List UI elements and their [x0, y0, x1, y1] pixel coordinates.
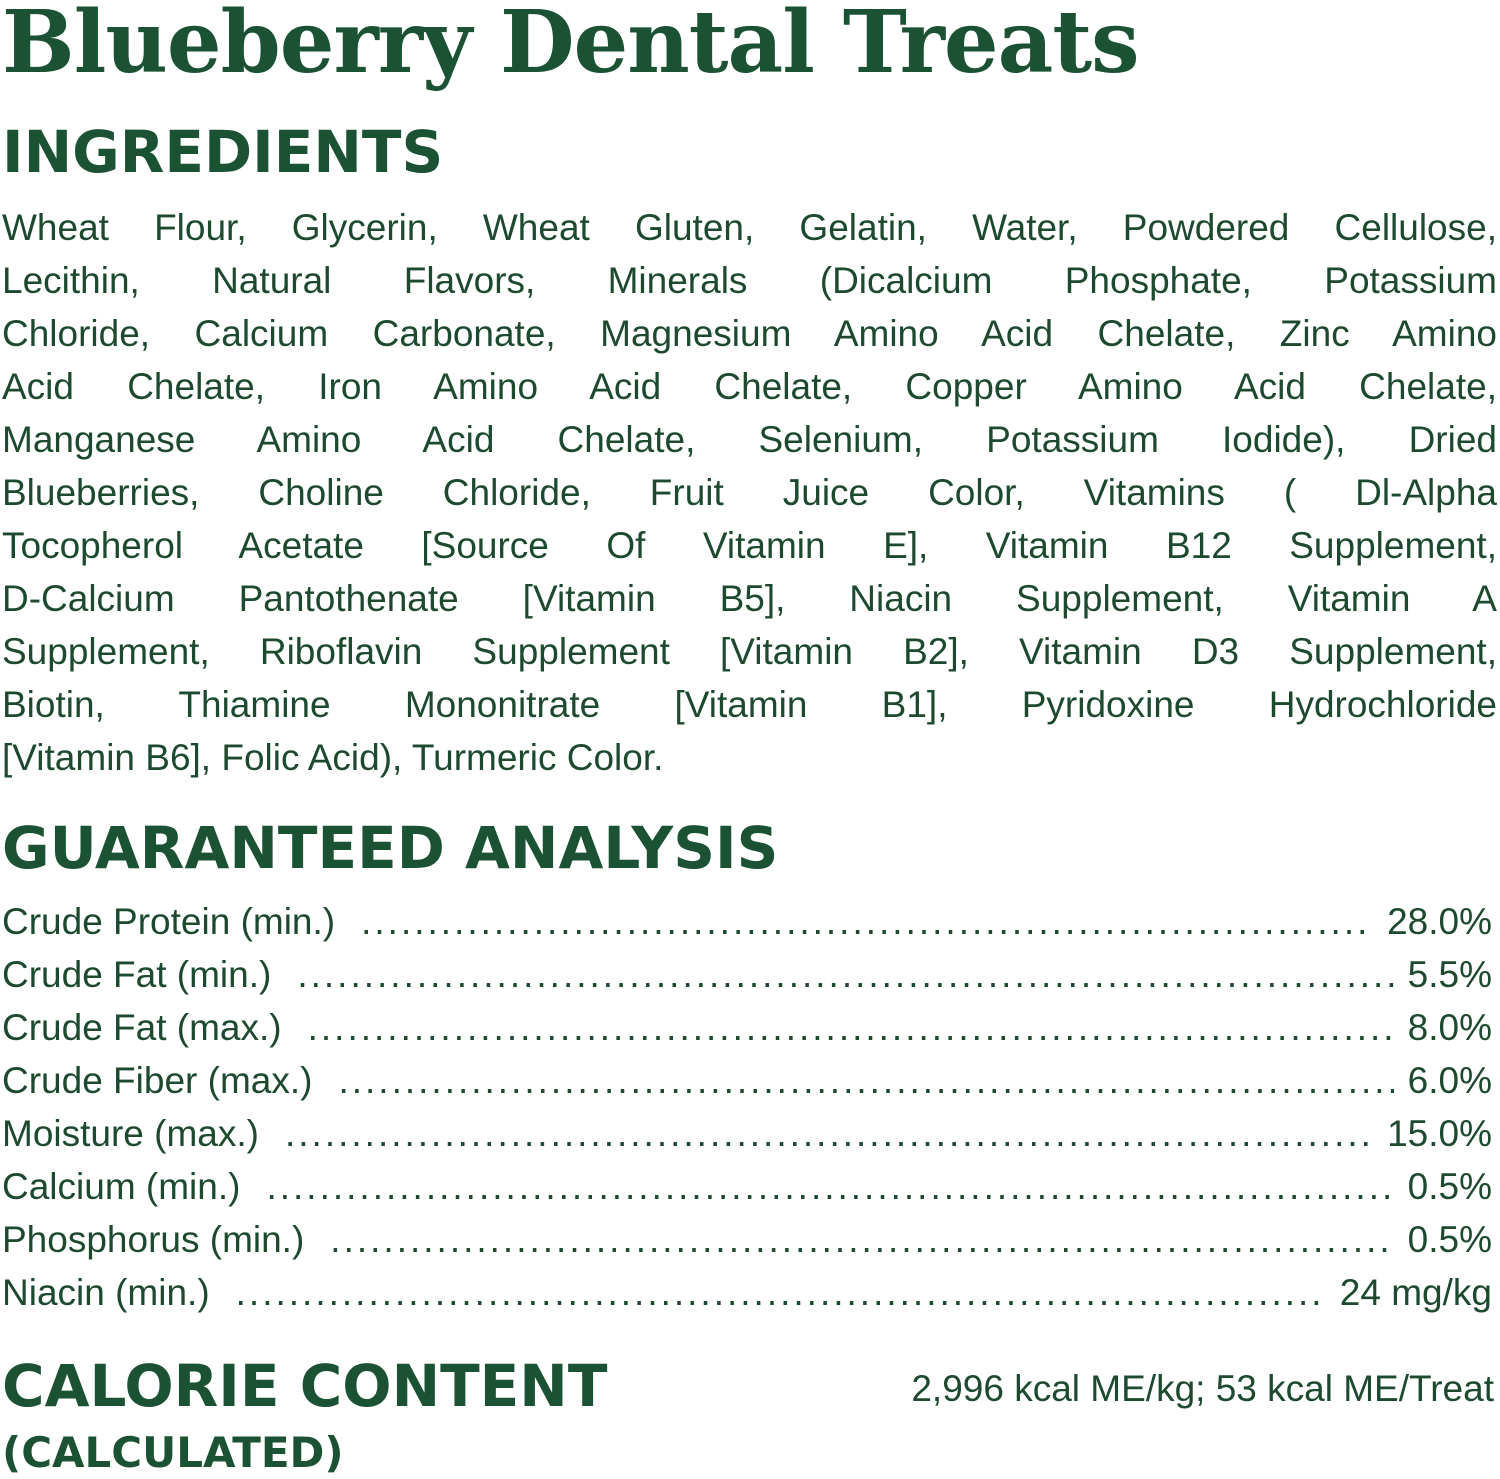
- analysis-row: Crude Fat (max.) 8.0%: [2, 1004, 1492, 1057]
- ingredients-line: [Vitamin B6], Folic Acid), Turmeric Colo…: [2, 737, 664, 778]
- analysis-value: 15.0%: [1387, 1113, 1492, 1154]
- analysis-label: Moisture (max.): [2, 1113, 259, 1154]
- analysis-value: 28.0%: [1387, 901, 1492, 942]
- dot-leader: [308, 1004, 1394, 1052]
- ingredients-line: Chloride, Calcium Carbonate, Magnesium A…: [2, 313, 1497, 354]
- analysis-row: Crude Protein (min.) 28.0%: [2, 898, 1492, 951]
- analysis-value: 0.5%: [1407, 1166, 1492, 1207]
- ingredients-text: Wheat Flour, Glycerin, Wheat Gluten, Gel…: [2, 204, 1497, 787]
- analysis-row: Crude Fiber (max.) 6.0%: [2, 1057, 1492, 1110]
- analysis-row: Crude Fat (min.) 5.5%: [2, 951, 1492, 1004]
- dot-leader: [266, 1163, 1393, 1211]
- analysis-label: Niacin (min.): [2, 1272, 210, 1313]
- calorie-content-value: 2,996 kcal ME/kg; 53 kcal ME/Treat: [911, 1368, 1494, 1409]
- analysis-row: Calcium (min.) 0.5%: [2, 1163, 1492, 1216]
- analysis-value: 0.5%: [1407, 1219, 1492, 1260]
- analysis-value: 6.0%: [1407, 1060, 1492, 1101]
- analysis-value: 5.5%: [1407, 954, 1492, 995]
- analysis-row: Niacin (min.) 24 mg/kg: [2, 1269, 1492, 1322]
- analysis-row: Phosphorus (min.) 0.5%: [2, 1216, 1492, 1269]
- calorie-content-heading: CALORIE CONTENT: [2, 1352, 608, 1420]
- analysis-row: Moisture (max.) 15.0%: [2, 1110, 1492, 1163]
- analysis-label: Crude Fat (max.): [2, 1007, 282, 1048]
- dot-leader: [338, 1057, 1393, 1105]
- product-title: Blueberry Dental Treats: [2, 0, 1139, 93]
- dot-leader: [361, 898, 1373, 946]
- guaranteed-analysis-table: Crude Protein (min.) 28.0% Crude Fat (min…: [2, 898, 1492, 1322]
- analysis-label: Crude Protein (min.): [2, 901, 336, 942]
- ingredients-line: Blueberries, Choline Chloride, Fruit Jui…: [2, 472, 1497, 513]
- ingredients-line: Tocopherol Acetate [Source Of Vitamin E]…: [2, 525, 1497, 566]
- analysis-value: 8.0%: [1407, 1007, 1492, 1048]
- dot-leader: [330, 1216, 1393, 1264]
- dot-leader: [297, 951, 1393, 999]
- ingredients-line: Wheat Flour, Glycerin, Wheat Gluten, Gel…: [2, 207, 1497, 248]
- calorie-calculated-subheading: (CALCULATED): [2, 1428, 344, 1477]
- ingredients-line: Acid Chelate, Iron Amino Acid Chelate, C…: [2, 366, 1497, 407]
- guaranteed-analysis-heading: GUARANTEED ANALYSIS: [2, 814, 779, 882]
- analysis-value: 24 mg/kg: [1339, 1272, 1492, 1313]
- dot-leader: [236, 1269, 1326, 1317]
- dot-leader: [285, 1110, 1373, 1158]
- ingredients-heading: INGREDIENTS: [2, 118, 444, 186]
- ingredients-line: Lecithin, Natural Flavors, Minerals (Dic…: [2, 260, 1497, 301]
- analysis-label: Phosphorus (min.): [2, 1219, 305, 1260]
- analysis-label: Crude Fat (min.): [2, 954, 272, 995]
- ingredients-line: Supplement, Riboflavin Supplement [Vitam…: [2, 631, 1497, 672]
- analysis-label: Crude Fiber (max.): [2, 1060, 313, 1101]
- analysis-label: Calcium (min.): [2, 1166, 241, 1207]
- ingredients-line: Manganese Amino Acid Chelate, Selenium, …: [2, 419, 1497, 460]
- ingredients-line: D-Calcium Pantothenate [Vitamin B5], Nia…: [2, 578, 1497, 619]
- ingredients-line: Biotin, Thiamine Mononitrate [Vitamin B1…: [2, 684, 1497, 725]
